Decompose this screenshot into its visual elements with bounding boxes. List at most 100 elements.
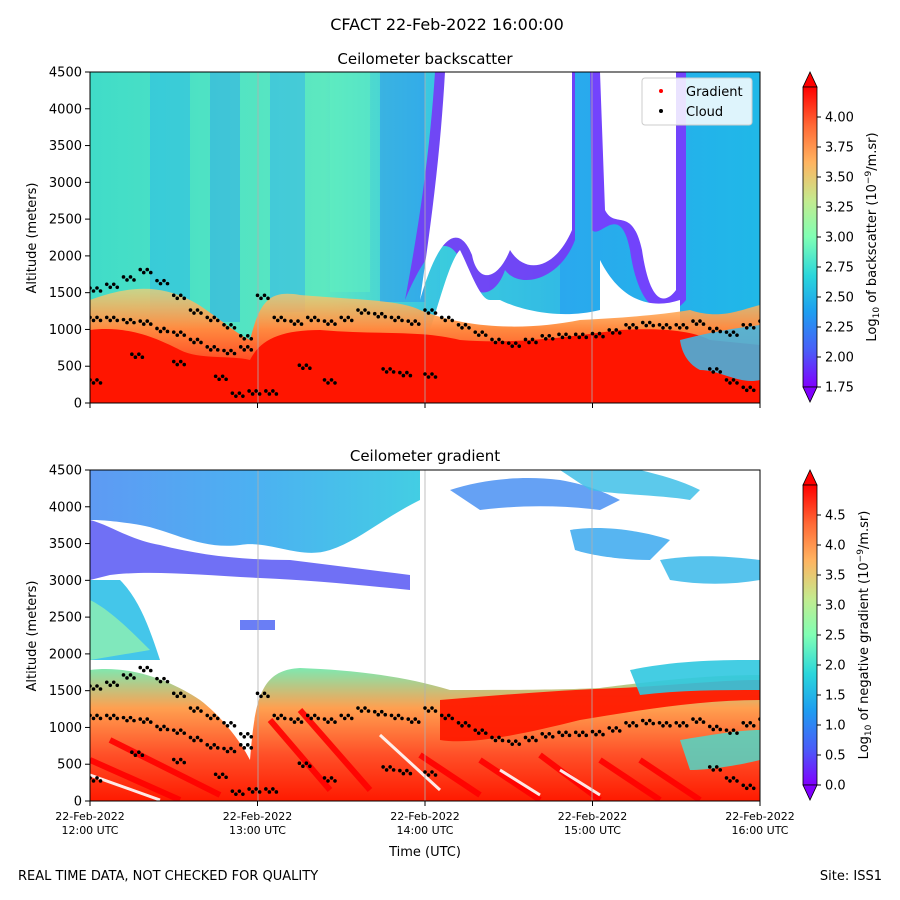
cloud-point <box>238 334 243 338</box>
cloud-point <box>165 727 170 732</box>
gradient-x-ticks: 22-Feb-2022 12:00 UTC 22-Feb-2022 13:00 UTC… <box>55 801 795 837</box>
cloud-point <box>182 333 187 337</box>
cloud-point <box>433 311 438 315</box>
cloud-point <box>121 673 126 677</box>
cloud-point <box>115 285 120 290</box>
cloud-point <box>220 374 225 379</box>
cloud-point <box>257 392 262 396</box>
cloud-point <box>242 348 247 352</box>
cloud-point <box>590 729 595 734</box>
cloud-point <box>398 370 402 375</box>
cloud-point <box>326 322 330 326</box>
cloud-point <box>229 348 233 353</box>
quality-disclaimer: REAL TIME DATA, NOT CHECKED FOR QUALITY <box>18 869 319 884</box>
backscatter-panel: Ceilometer backscatter <box>25 50 882 412</box>
cloud-point <box>249 348 254 352</box>
cloud-point <box>329 776 334 780</box>
cloud-point <box>104 713 109 718</box>
cloud-point <box>238 743 243 747</box>
cloud-point <box>247 389 251 393</box>
cloud-point <box>714 765 719 769</box>
y-tick-label: 2000 <box>49 249 82 264</box>
cloud-point <box>230 789 235 793</box>
cloud-point <box>480 330 485 334</box>
cloud-point <box>460 325 464 330</box>
y-tick-label: 1500 <box>49 684 82 699</box>
cloud-point <box>195 735 200 740</box>
cloud-point <box>426 375 431 379</box>
cloud-point <box>601 334 605 339</box>
cloud-point <box>359 311 364 315</box>
cloud-point <box>664 322 669 327</box>
cloud-point <box>238 732 243 736</box>
cloud-point <box>691 319 695 323</box>
y-tick-label: 4000 <box>49 500 82 515</box>
cloud-point <box>379 709 384 714</box>
cloud-point <box>132 676 136 680</box>
cloud-point <box>426 773 431 777</box>
cloud-point <box>376 314 381 319</box>
cloud-point <box>140 753 145 757</box>
cloud-point <box>674 720 679 725</box>
cloud-point <box>406 717 411 721</box>
cloud-point <box>326 779 330 783</box>
cloud-point <box>661 723 665 728</box>
cloud-point <box>138 717 143 721</box>
cloud-point <box>141 322 146 326</box>
cloud-point <box>405 768 409 773</box>
cloud-point <box>148 322 153 326</box>
colorbar-tick-label: 1.0 <box>825 719 846 734</box>
cloud-point <box>171 359 176 364</box>
cloud-point <box>398 768 402 773</box>
cloud-point <box>707 367 712 371</box>
cloud-point <box>627 325 632 330</box>
y-tick-label: 0 <box>74 795 82 810</box>
cloud-point <box>217 377 221 382</box>
cloud-point <box>299 322 304 326</box>
cloud-point <box>108 716 113 721</box>
cloud-point <box>624 322 628 327</box>
cloud-point <box>557 332 561 337</box>
cloud-point <box>473 728 478 732</box>
cloud-point <box>547 732 552 736</box>
cloud-point <box>178 330 183 334</box>
cloud-point <box>272 315 277 320</box>
cloud-point <box>137 352 141 356</box>
cloud-point <box>165 679 170 684</box>
cloud-point <box>312 713 317 718</box>
cloud-point <box>577 733 582 738</box>
cloud-point <box>91 779 96 783</box>
cloud-point <box>162 676 166 681</box>
backscatter-colorbar-ticks: 1.75 2.00 2.25 2.50 2.75 3.00 3.25 3.50 3.75 4.00 <box>817 111 854 396</box>
cloud-point <box>664 720 669 725</box>
cloud-point <box>237 391 242 395</box>
cloud-point <box>254 787 258 791</box>
cloud-point <box>467 325 471 330</box>
cloud-point <box>95 776 99 780</box>
cloud-point <box>250 392 255 396</box>
cloud-point <box>225 351 230 356</box>
cloud-point <box>711 727 716 732</box>
cloud-point <box>543 735 548 739</box>
cloud-point <box>728 333 732 337</box>
cloud-point <box>426 709 431 713</box>
cloud-point <box>301 764 305 769</box>
cloud-point <box>430 770 434 774</box>
cloud-point <box>245 732 250 736</box>
cloud-point <box>590 331 595 336</box>
cloud-point <box>247 787 251 791</box>
cloud-point <box>500 340 505 345</box>
y-tick-label: 4500 <box>49 464 82 479</box>
cloud-point <box>91 318 96 323</box>
cloud-point <box>104 680 109 685</box>
cloud-point <box>741 783 746 788</box>
cloud-point <box>372 709 377 714</box>
cloud-point <box>517 344 522 348</box>
cloud-point <box>467 723 471 728</box>
cloud-point <box>543 337 548 341</box>
cloud-point <box>309 318 314 323</box>
cloud-point <box>289 717 293 721</box>
cloud-point <box>391 370 396 374</box>
cloud-point <box>171 728 176 732</box>
cloud-point <box>423 706 427 710</box>
